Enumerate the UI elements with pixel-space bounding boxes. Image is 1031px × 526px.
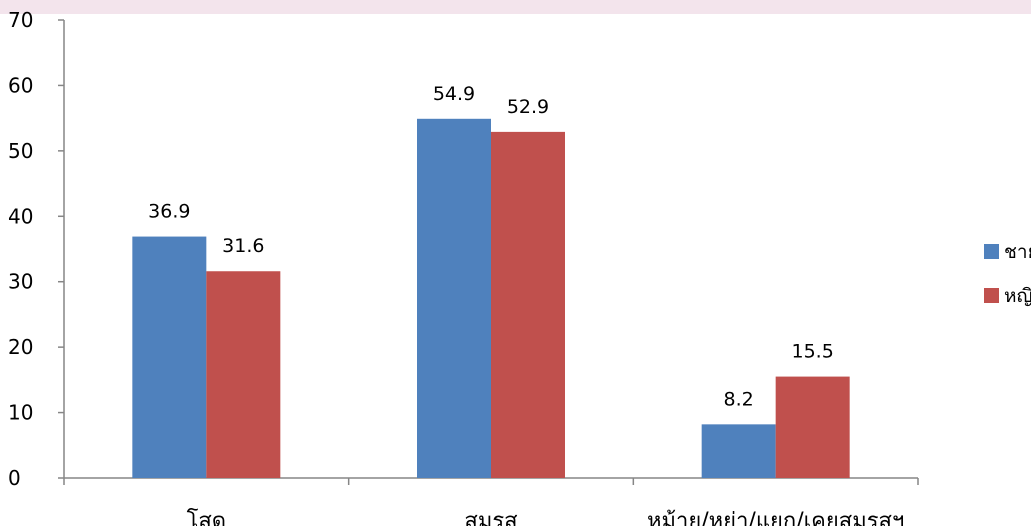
x-category-label: สมรส bbox=[464, 509, 518, 526]
bars-group bbox=[132, 118, 850, 478]
data-label: 15.5 bbox=[792, 341, 834, 363]
bar bbox=[206, 271, 281, 478]
bar bbox=[132, 236, 207, 478]
y-tick-label: 70 bbox=[8, 8, 33, 32]
legend-swatch bbox=[984, 288, 999, 303]
legend-swatch bbox=[984, 244, 999, 259]
y-tick-label: 50 bbox=[8, 139, 33, 163]
labels-group: 36.9 31.6 โสด 54.9 52.9 สมรส 8.2 15.5 หม้าย/หย่า… bbox=[148, 83, 904, 526]
bar bbox=[417, 118, 491, 478]
data-label: 54.9 bbox=[433, 83, 475, 105]
bar bbox=[701, 424, 776, 478]
legend: ชายหญิง bbox=[984, 241, 1031, 307]
y-tick-label: 20 bbox=[8, 335, 33, 359]
y-tick-label: 10 bbox=[8, 401, 33, 425]
data-label: 52.9 bbox=[507, 96, 549, 118]
data-label: 8.2 bbox=[724, 388, 754, 410]
y-tick-label: 0 bbox=[8, 466, 21, 490]
y-tick-label: 30 bbox=[8, 270, 33, 294]
y-tick-label: 40 bbox=[8, 204, 33, 228]
legend-label: หญิง bbox=[1004, 285, 1031, 307]
x-category-label: หม้าย/หย่า/แยก/เคยสมรสฯ bbox=[647, 509, 904, 526]
bar bbox=[775, 376, 850, 478]
x-category-label: โสด bbox=[187, 508, 227, 526]
y-tick-label: 60 bbox=[8, 73, 33, 97]
axis-ticks: 0 10 20 30 40 50 60 70 bbox=[8, 8, 919, 490]
data-label: 31.6 bbox=[222, 235, 264, 257]
bar bbox=[491, 131, 565, 478]
data-label: 36.9 bbox=[148, 201, 190, 223]
legend-label: ชาย bbox=[1004, 241, 1031, 263]
